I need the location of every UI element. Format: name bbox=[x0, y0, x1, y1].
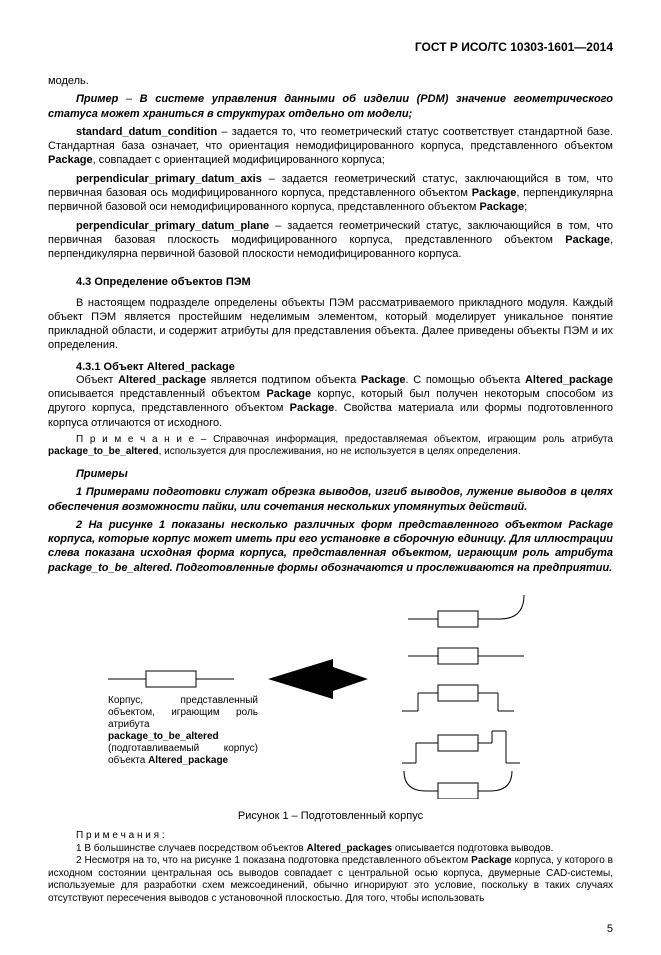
text-model: модель. bbox=[48, 74, 613, 88]
term-standard-datum: standard_datum_condition – задается то, … bbox=[48, 125, 613, 168]
note-block: П р и м е ч а н и е – Справочная информа… bbox=[48, 434, 613, 459]
pkg-ref: Package bbox=[361, 374, 406, 386]
alt-pkg-ref: Altered_package bbox=[118, 374, 206, 386]
pkg-ref: Package bbox=[472, 187, 517, 199]
n2a: 2 Несмотря на то, что на рисунке 1 показ… bbox=[76, 855, 471, 866]
pkg-ref: Package bbox=[565, 234, 610, 246]
term1-text2: , совпадает с ориентацией модифицированн… bbox=[93, 154, 385, 166]
figure-1: Корпус, представленный объектом, играющи… bbox=[108, 589, 613, 802]
term1-name: standard_datum_condition bbox=[76, 126, 217, 138]
t: описывается представленный объектом bbox=[48, 388, 266, 400]
section-4-3-1-heading: 4.3.1 Объект Altered_package bbox=[48, 361, 613, 373]
pkg-ref: Package bbox=[266, 388, 311, 400]
notes-heading: П р и м е ч а н и я : bbox=[48, 830, 613, 843]
note-1: 1 В большинстве случаев посредством объе… bbox=[48, 843, 613, 856]
pkg-ref: Package bbox=[479, 201, 524, 213]
pkg-ref: Package bbox=[290, 402, 335, 414]
fl-a: Корпус, представленный объектом, играющи… bbox=[108, 695, 258, 730]
document-header: ГОСТ Р ИСО/ТС 10303-1601—2014 bbox=[48, 40, 613, 54]
note-body-a: Справочная информация, предоставляемая о… bbox=[213, 434, 613, 445]
figure-left-label: Корпус, представленный объектом, играющи… bbox=[108, 695, 258, 767]
t: . С помощью объекта bbox=[406, 374, 525, 386]
pkg-to-be-altered-ref: package_to_be_altered bbox=[48, 446, 159, 457]
fl-d: Altered_package bbox=[148, 755, 228, 766]
term-perp-plane: perpendicular_primary_datum_plane – зада… bbox=[48, 219, 613, 262]
alt-pkgs-ref: Altered_packages bbox=[307, 843, 393, 854]
example-dash: – bbox=[118, 93, 139, 105]
fl-b: package_to_be_altered bbox=[108, 731, 219, 742]
alt-pkg-ref: Altered_package bbox=[525, 374, 613, 386]
n1b: описывается подготовка выводов. bbox=[392, 843, 553, 854]
example-1: 1 Примерами подготовки служат обрезка вы… bbox=[48, 485, 613, 514]
example-label: Пример bbox=[76, 93, 118, 105]
t: является подтипом объекта bbox=[206, 374, 361, 386]
example-pdm: Пример – В системе управления данными об… bbox=[48, 92, 613, 121]
pkg-ref: Package bbox=[48, 154, 93, 166]
term-perp-axis: perpendicular_primary_datum_axis – задае… bbox=[48, 172, 613, 215]
figure-1-svg bbox=[108, 589, 548, 799]
example-2: 2 На рисунке 1 показаны несколько различ… bbox=[48, 518, 613, 575]
section-4-3-heading: 4.3 Определение объектов ПЭМ bbox=[48, 276, 613, 288]
term3-name: perpendicular_primary_datum_plane bbox=[76, 220, 269, 232]
section-4-3-1-body: Объект Altered_package является подтипом… bbox=[48, 373, 613, 430]
examples-heading: Примеры bbox=[48, 467, 613, 481]
t: Объект bbox=[76, 374, 118, 386]
figure-1-caption: Рисунок 1 – Подготовленный корпус bbox=[48, 810, 613, 822]
arrow-icon bbox=[268, 659, 368, 699]
note-label: П р и м е ч а н и е – bbox=[76, 434, 213, 445]
section-4-3-body: В настоящем подразделе определены объект… bbox=[48, 296, 613, 353]
note-body-b: , используется для прослеживания, но не … bbox=[159, 446, 521, 457]
note-2: 2 Несмотря на то, что на рисунке 1 показ… bbox=[48, 855, 613, 905]
page: ГОСТ Р ИСО/ТС 10303-1601—2014 модель. Пр… bbox=[0, 0, 661, 955]
term2-name: perpendicular_primary_datum_axis bbox=[76, 173, 262, 185]
n1a: 1 В большинстве случаев посредством объе… bbox=[76, 843, 307, 854]
page-number: 5 bbox=[48, 923, 613, 935]
pkg-ref: Package bbox=[471, 855, 512, 866]
